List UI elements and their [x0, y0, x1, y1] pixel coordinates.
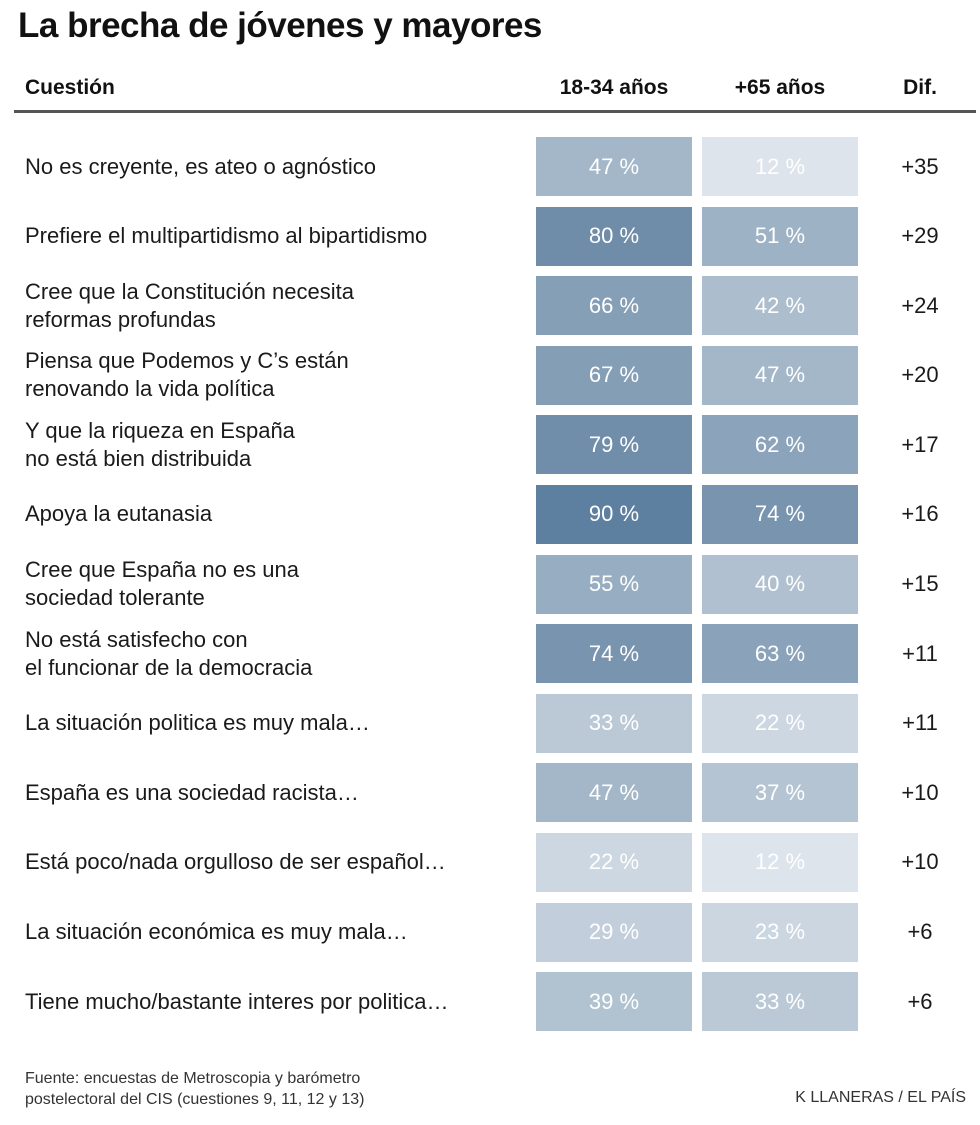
old-value-cell: 12 % [702, 137, 858, 196]
table-row: Tiene mucho/bastante interes por politic… [0, 972, 980, 1032]
young-value-cell: 55 % [536, 554, 692, 614]
table-row: No es creyente, es ateo o agnóstico 47 % 1… [0, 137, 980, 196]
young-value-cell: 22 % [536, 832, 692, 892]
young-value-cell: 90 % [536, 484, 692, 544]
old-value-cell: 42 % [702, 276, 858, 336]
difference-value: +6 [907, 988, 933, 1014]
table-row: No está satisfecho con el funcionar de l… [0, 624, 980, 684]
question-label: Prefiere el multipartidismo al bipartidi… [25, 223, 428, 249]
header-old: +65 años [734, 76, 826, 99]
difference-value: +11 [902, 710, 938, 736]
question-label: Piensa que Podemos y C’s están renovando… [25, 348, 349, 402]
young-value-cell: 29 % [536, 902, 692, 962]
source-note: Fuente: encuestas de Metroscopia y baróm… [25, 1070, 365, 1108]
young-value-cell: 47 % [536, 137, 692, 196]
difference-value: +29 [901, 223, 939, 249]
difference-value: +16 [901, 501, 939, 527]
old-value-cell: 74 % [702, 484, 858, 544]
difference-value: +35 [901, 153, 939, 179]
difference-value: +10 [901, 779, 939, 805]
header-young: 18-34 años [559, 76, 669, 99]
credit-line: K LLANERAS / EL PAÍS [795, 1089, 966, 1106]
question-label: La situación económica es muy mala… [25, 919, 408, 945]
table-body: No es creyente, es ateo o agnóstico 47 % 1… [0, 137, 980, 1042]
table-row: Cree que España no es una sociedad toler… [0, 554, 980, 614]
table-row: La situación politica es muy mala… 33 % 22… [0, 693, 980, 753]
difference-value: +20 [901, 362, 939, 388]
difference-value: +17 [901, 431, 939, 457]
young-value-cell: 47 % [536, 763, 692, 823]
old-value-cell: 62 % [702, 415, 858, 475]
young-value-cell: 39 % [536, 972, 692, 1032]
difference-value: +15 [901, 571, 939, 597]
old-value-cell: 23 % [702, 902, 858, 962]
young-value-cell: 66 % [536, 276, 692, 336]
difference-value: +11 [902, 640, 938, 666]
old-value-cell: 37 % [702, 763, 858, 823]
young-value-cell: 67 % [536, 345, 692, 405]
difference-value: +24 [901, 292, 939, 318]
question-label: Cree que España no es una sociedad toler… [25, 557, 299, 611]
table-row: Prefiere el multipartidismo al bipartidi… [0, 206, 980, 266]
young-value-cell: 80 % [536, 206, 692, 266]
header-rule [14, 110, 976, 113]
old-value-cell: 47 % [702, 345, 858, 405]
difference-value: +10 [901, 849, 939, 875]
question-label: España es una sociedad racista… [25, 779, 359, 805]
question-label: No está satisfecho con el funcionar de l… [25, 626, 313, 680]
question-label: Apoya la eutanasia [25, 501, 213, 527]
question-label: Y que la riqueza en España no está bien … [25, 417, 295, 471]
header-question: Cuestión [25, 76, 115, 99]
old-value-cell: 12 % [702, 832, 858, 892]
question-label: Tiene mucho/bastante interes por politic… [25, 988, 449, 1014]
table-row: Cree que la Constitución necesita reform… [0, 276, 980, 336]
question-label: La situación politica es muy mala… [25, 710, 370, 736]
chart-title: La brecha de jóvenes y mayores [18, 6, 542, 45]
question-label: Está poco/nada orgulloso de ser español… [25, 849, 446, 875]
table-row: Apoya la eutanasia 90 % 74 % +16 [0, 484, 980, 544]
old-value-cell: 33 % [702, 972, 858, 1032]
table-row: La situación económica es muy mala… 29 % 2… [0, 902, 980, 962]
young-value-cell: 33 % [536, 693, 692, 753]
question-label: Cree que la Constitución necesita reform… [25, 278, 354, 332]
table-row: Está poco/nada orgulloso de ser español…… [0, 832, 980, 892]
old-value-cell: 63 % [702, 624, 858, 684]
header-diff: Dif. [903, 76, 937, 99]
old-value-cell: 22 % [702, 693, 858, 753]
table-row: Piensa que Podemos y C’s están renovando… [0, 345, 980, 405]
table-row: España es una sociedad racista… 47 % 37 % +… [0, 763, 980, 823]
young-value-cell: 79 % [536, 415, 692, 475]
old-value-cell: 40 % [702, 554, 858, 614]
young-value-cell: 74 % [536, 624, 692, 684]
old-value-cell: 51 % [702, 206, 858, 266]
difference-value: +6 [907, 919, 933, 945]
question-label: No es creyente, es ateo o agnóstico [25, 153, 376, 179]
table-row: Y que la riqueza en España no está bien … [0, 415, 980, 475]
